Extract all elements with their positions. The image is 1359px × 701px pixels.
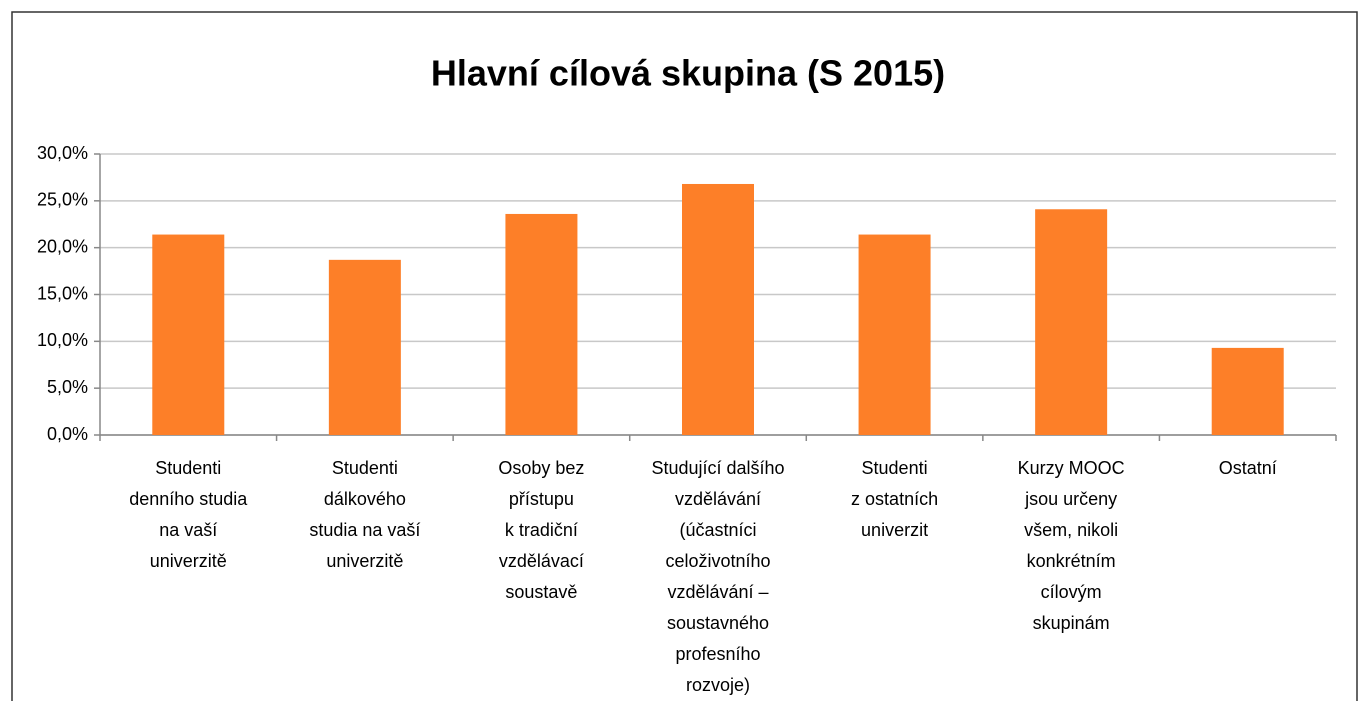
y-tick-label: 5,0% bbox=[47, 377, 88, 397]
x-tick-label: denního studia bbox=[129, 489, 248, 509]
bar bbox=[682, 183, 754, 435]
y-tick-label: 10,0% bbox=[37, 330, 88, 350]
bar bbox=[152, 234, 225, 435]
x-tick-label: k tradiční bbox=[505, 520, 578, 540]
chart-title: Hlavní cílová skupina (S 2015) bbox=[431, 53, 945, 94]
x-tick-label: z ostatních bbox=[851, 489, 938, 509]
x-tick-label: Studenti bbox=[862, 458, 928, 478]
bar bbox=[328, 259, 401, 435]
y-tick-label: 15,0% bbox=[37, 283, 88, 303]
x-tick-label: Ostatní bbox=[1219, 458, 1277, 478]
x-tick-label: přístupu bbox=[509, 489, 574, 509]
x-tick-label: vzdělávání – bbox=[667, 582, 768, 602]
x-tick-label: cílovým bbox=[1041, 582, 1102, 602]
bar bbox=[1035, 209, 1108, 435]
x-tick-label: vzdělávání bbox=[675, 489, 761, 509]
y-tick-label: 0,0% bbox=[47, 424, 88, 444]
x-tick-label: jsou určeny bbox=[1024, 489, 1117, 509]
y-tick-label: 30,0% bbox=[37, 143, 88, 163]
x-tick-label: Studující dalšího bbox=[651, 458, 784, 478]
x-tick-label: vzdělávací bbox=[499, 551, 584, 571]
bar bbox=[505, 213, 578, 435]
x-tick-label: dálkového bbox=[324, 489, 406, 509]
x-tick-label: všem, nikoli bbox=[1024, 520, 1118, 540]
y-tick-label: 20,0% bbox=[37, 236, 88, 256]
x-tick-label: Osoby bez bbox=[498, 458, 584, 478]
x-tick-label: Kurzy MOOC bbox=[1018, 458, 1125, 478]
bar bbox=[858, 234, 931, 435]
y-tick-label: 25,0% bbox=[37, 190, 88, 210]
x-tick-label: (účastníci bbox=[679, 520, 756, 540]
x-tick-label: univerzitě bbox=[326, 551, 403, 571]
x-tick-label: univerzit bbox=[861, 520, 928, 540]
x-tick-label: Studenti bbox=[155, 458, 221, 478]
x-tick-label: konkrétním bbox=[1027, 551, 1116, 571]
bar bbox=[1211, 347, 1284, 435]
x-tick-label: Studenti bbox=[332, 458, 398, 478]
x-tick-label: skupinám bbox=[1033, 613, 1110, 633]
x-tick-label: rozvoje) bbox=[686, 675, 750, 695]
x-tick-label: celoživotního bbox=[665, 551, 770, 571]
x-tick-label: soustavného bbox=[667, 613, 769, 633]
x-tick-label: studia na vaší bbox=[309, 520, 420, 540]
x-tick-label: univerzitě bbox=[150, 551, 227, 571]
x-tick-label: profesního bbox=[675, 644, 760, 664]
x-tick-label: soustavě bbox=[505, 582, 577, 602]
x-tick-label: na vaší bbox=[159, 520, 217, 540]
